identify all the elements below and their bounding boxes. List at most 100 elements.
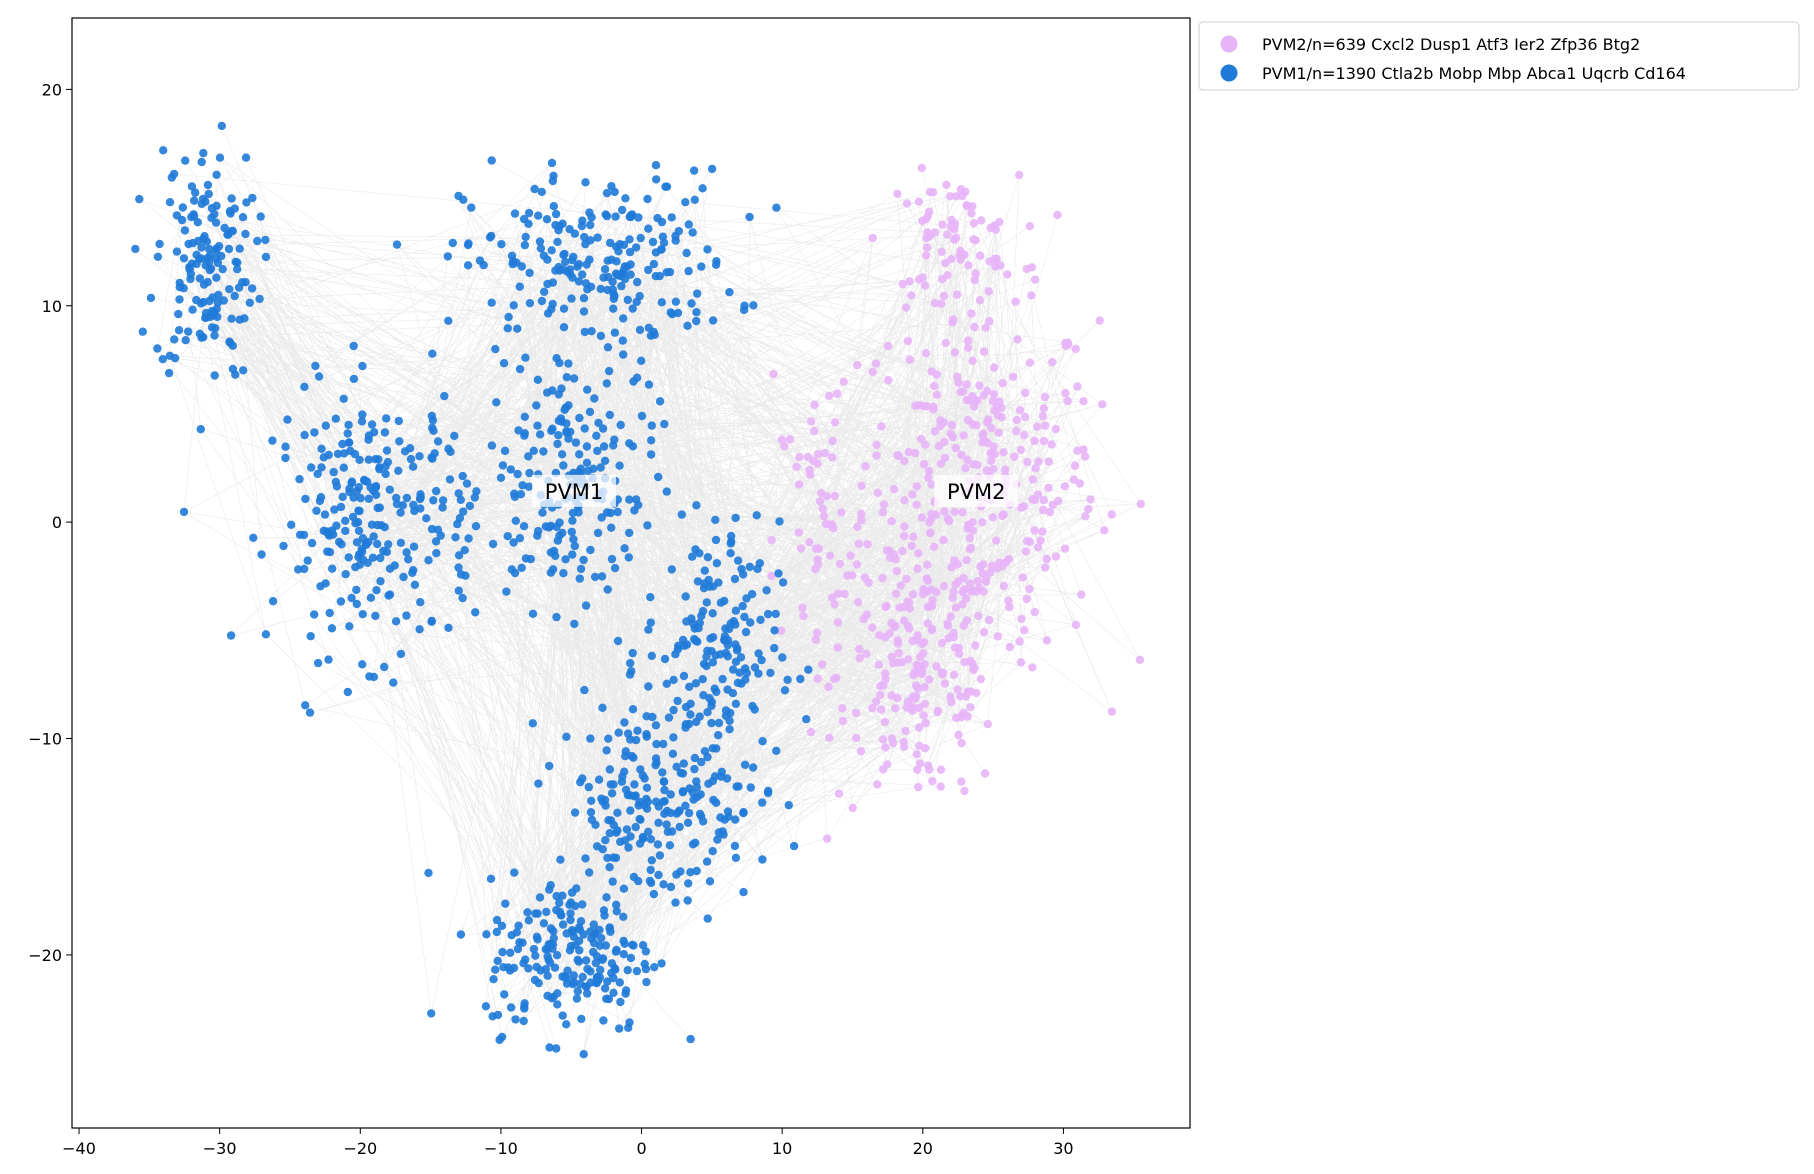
point-pvm1 [399, 572, 408, 582]
point-pvm2 [986, 448, 995, 458]
point-pvm1 [349, 341, 358, 351]
point-pvm2 [838, 704, 847, 713]
point-pvm2 [1047, 440, 1056, 449]
point-pvm2 [936, 299, 946, 308]
point-pvm1 [380, 662, 389, 672]
point-pvm1 [641, 964, 651, 974]
point-pvm1 [677, 510, 686, 519]
point-pvm2 [939, 582, 949, 591]
point-pvm1 [619, 350, 628, 359]
point-pvm1 [241, 153, 251, 162]
point-pvm1 [524, 208, 534, 218]
point-pvm2 [921, 718, 930, 728]
x-tick-label: −30 [203, 1139, 237, 1158]
point-pvm1 [651, 754, 661, 763]
point-pvm1 [758, 737, 767, 746]
point-pvm2 [965, 579, 975, 588]
point-pvm1 [635, 325, 645, 335]
point-pvm1 [585, 868, 594, 877]
point-pvm2 [1015, 637, 1024, 646]
point-pvm1 [548, 386, 557, 395]
point-pvm1 [711, 260, 721, 269]
point-pvm2 [811, 635, 820, 644]
point-pvm1 [396, 649, 406, 659]
point-pvm1 [382, 414, 391, 423]
point-pvm1 [172, 211, 182, 220]
point-pvm2 [825, 391, 834, 400]
point-pvm1 [324, 655, 333, 664]
point-pvm2 [903, 621, 912, 630]
point-pvm1 [770, 626, 779, 635]
point-pvm1 [583, 385, 592, 394]
point-pvm2 [958, 600, 967, 609]
point-pvm2 [963, 336, 973, 345]
point-pvm2 [950, 348, 960, 357]
point-pvm1 [595, 941, 605, 950]
point-pvm1 [581, 854, 590, 863]
point-pvm1 [679, 759, 688, 768]
point-pvm1 [622, 825, 632, 834]
point-pvm1 [179, 254, 189, 263]
point-pvm2 [1021, 547, 1031, 556]
point-pvm1 [603, 285, 612, 295]
point-pvm1 [501, 899, 510, 908]
point-pvm2 [905, 355, 915, 364]
point-pvm1 [422, 514, 431, 523]
point-pvm1 [605, 410, 614, 420]
point-pvm1 [660, 785, 669, 795]
point-pvm1 [462, 479, 472, 488]
point-pvm1 [708, 609, 717, 618]
point-pvm1 [569, 535, 578, 544]
point-pvm1 [491, 965, 500, 974]
point-pvm1 [211, 254, 221, 263]
point-pvm1 [655, 271, 664, 281]
point-pvm1 [574, 957, 583, 966]
point-pvm2 [919, 711, 928, 720]
point-pvm1 [367, 520, 377, 529]
point-pvm1 [313, 658, 323, 668]
point-pvm2 [920, 699, 929, 709]
point-pvm1 [556, 855, 565, 864]
point-pvm2 [780, 442, 789, 451]
point-pvm2 [950, 643, 960, 652]
point-pvm2 [956, 255, 965, 264]
point-pvm1 [358, 410, 367, 419]
point-pvm1 [178, 203, 187, 212]
point-pvm1 [681, 198, 690, 207]
point-pvm1 [564, 359, 573, 368]
point-pvm2 [922, 251, 931, 260]
point-pvm1 [566, 941, 576, 951]
point-pvm2 [948, 593, 957, 602]
point-pvm1 [585, 255, 594, 264]
point-pvm1 [481, 1002, 491, 1011]
point-pvm2 [898, 279, 907, 289]
point-pvm1 [402, 611, 411, 620]
point-pvm1 [653, 840, 663, 849]
point-pvm2 [827, 453, 837, 462]
point-pvm1 [691, 679, 701, 688]
point-pvm1 [545, 1043, 554, 1052]
point-pvm2 [881, 743, 890, 752]
point-pvm2 [880, 717, 890, 727]
point-pvm2 [923, 576, 933, 585]
point-pvm1 [725, 624, 734, 634]
point-pvm1 [364, 455, 373, 464]
point-pvm2 [927, 480, 936, 489]
point-pvm1 [519, 1016, 528, 1026]
point-pvm2 [920, 637, 929, 647]
point-pvm1 [503, 532, 512, 541]
point-pvm1 [307, 538, 317, 548]
point-pvm1 [534, 779, 543, 788]
point-pvm1 [349, 374, 359, 384]
point-pvm1 [199, 333, 208, 342]
point-pvm1 [329, 467, 338, 477]
point-pvm1 [381, 469, 390, 479]
point-pvm2 [859, 614, 868, 624]
point-pvm2 [868, 704, 877, 713]
point-pvm2 [963, 712, 972, 721]
point-pvm1 [212, 201, 221, 210]
point-pvm1 [584, 782, 593, 792]
point-pvm2 [1032, 422, 1042, 431]
point-pvm1 [220, 223, 229, 233]
point-pvm2 [988, 396, 998, 406]
